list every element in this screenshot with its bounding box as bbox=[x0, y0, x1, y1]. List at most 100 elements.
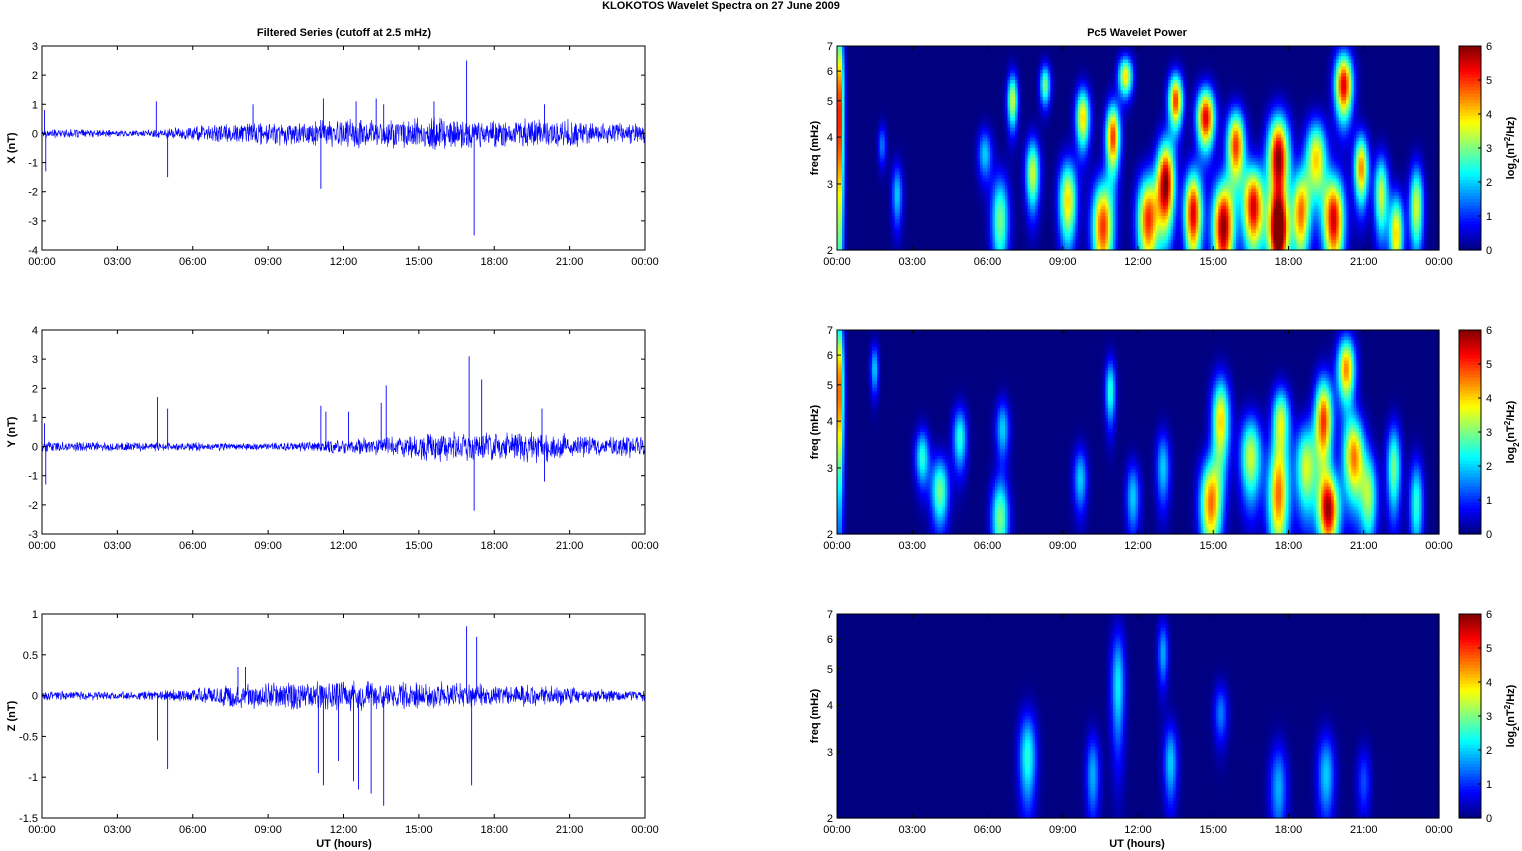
wavelet-x-panel-cell bbox=[879, 73, 883, 78]
wavelet-x-panel-cell bbox=[1391, 49, 1395, 54]
wavelet-x-panel-cell bbox=[1406, 56, 1410, 61]
wavelet-x-panel-cell bbox=[1173, 49, 1177, 54]
wavelet-x-panel-cell bbox=[1027, 69, 1031, 74]
wavelet-x-panel-cell bbox=[1303, 59, 1307, 64]
wavelet-x-panel-cell bbox=[1291, 63, 1295, 67]
wavelet-x-panel-cell bbox=[1388, 49, 1392, 54]
wavelet-x-panel-cell bbox=[839, 46, 843, 50]
wavelet-x-panel-cell bbox=[1391, 52, 1395, 57]
wavelet-x-panel-cell bbox=[1408, 49, 1413, 54]
wavelet-x-panel-cell bbox=[897, 63, 901, 67]
wavelet-x-panel-cell bbox=[842, 66, 846, 71]
wavelet-x-panel-cell bbox=[1057, 49, 1061, 54]
wavelet-x-panel-cell bbox=[1035, 56, 1039, 61]
wavelet-x-panel-cell bbox=[1090, 52, 1094, 57]
wavelet-x-panel-cell bbox=[1288, 46, 1292, 50]
wavelet-x-panel-cell bbox=[1386, 49, 1390, 54]
wavelet-x-panel-cell bbox=[1150, 49, 1154, 54]
wavelet-x-panel-cell bbox=[877, 52, 881, 57]
wavelet-x-panel-cell bbox=[1316, 66, 1320, 71]
wavelet-x-panel-cell bbox=[847, 66, 851, 71]
wavelet-x-panel-cell bbox=[1215, 63, 1219, 67]
wavelet-x-panel-cell bbox=[1253, 66, 1257, 71]
wavelet-x-panel-cell bbox=[849, 69, 853, 74]
wavelet-x-panel-cell bbox=[1421, 56, 1425, 61]
wavelet-x-panel-cell bbox=[1112, 59, 1117, 64]
wavelet-x-panel-cell bbox=[1318, 66, 1322, 71]
wavelet-x-panel-cell bbox=[1117, 49, 1122, 54]
wavelet-x-panel-cell bbox=[1223, 59, 1227, 64]
wavelet-x-panel-cell bbox=[1102, 52, 1106, 57]
wavelet-x-panel-cell bbox=[907, 73, 911, 78]
wavelet-x-panel-cell bbox=[1185, 59, 1189, 64]
wavelet-x-panel-cell bbox=[877, 69, 881, 74]
wavelet-x-panel-cell bbox=[1125, 66, 1129, 71]
wavelet-x-panel-cell bbox=[864, 56, 868, 61]
wavelet-x-panel-cell bbox=[1037, 59, 1041, 64]
wavelet-x-panel-cell bbox=[837, 59, 841, 64]
wavelet-x-panel-cell bbox=[1426, 49, 1430, 54]
wavelet-x-panel-cell bbox=[1020, 56, 1024, 61]
wavelet-x-panel-cell bbox=[1248, 69, 1252, 74]
wavelet-x-panel-cell bbox=[849, 46, 853, 50]
wavelet-x-panel-cell bbox=[1060, 63, 1064, 67]
wavelet-x-panel-cell bbox=[1293, 52, 1297, 57]
wavelet-x-panel-cell bbox=[1105, 73, 1109, 78]
wavelet-x-panel-cell bbox=[1102, 66, 1106, 71]
wavelet-x-panel-cell bbox=[1328, 63, 1332, 67]
wavelet-x-panel-cell bbox=[899, 59, 903, 64]
wavelet-x-panel-cell bbox=[1366, 52, 1370, 57]
wavelet-x-panel-cell bbox=[1080, 49, 1084, 54]
wavelet-x-panel-cell bbox=[990, 46, 994, 50]
wavelet-x-panel-cell bbox=[1115, 66, 1119, 71]
wavelet-x-panel-cell bbox=[1416, 56, 1420, 61]
wavelet-x-panel-cell bbox=[1072, 63, 1076, 67]
wavelet-x-panel-cell bbox=[1175, 63, 1179, 67]
wavelet-x-panel-cell bbox=[1431, 52, 1435, 57]
wavelet-x-panel-cell bbox=[1070, 73, 1074, 78]
wavelet-x-panel-cell bbox=[1087, 66, 1091, 71]
wavelet-x-panel-cell bbox=[1015, 49, 1019, 54]
wavelet-x-panel-cell bbox=[1396, 46, 1400, 50]
wavelet-x-panel-cell bbox=[1333, 63, 1337, 67]
wavelet-x-panel-cell bbox=[1017, 52, 1021, 57]
wavelet-x-panel-cell bbox=[882, 46, 886, 50]
wavelet-x-panel-cell bbox=[1401, 59, 1405, 64]
wavelet-x-panel-cell bbox=[959, 56, 964, 61]
wavelet-x-panel-cell bbox=[1205, 69, 1209, 74]
wavelet-x-panel-cell bbox=[1183, 63, 1187, 67]
wavelet-x-panel-cell bbox=[1278, 69, 1282, 74]
wavelet-x-panel-cell bbox=[1027, 63, 1031, 67]
wavelet-x-panel-cell bbox=[1265, 56, 1270, 61]
wavelet-x-panel-cell bbox=[1120, 46, 1124, 50]
series-x-panel-xtick-label: 18:00 bbox=[480, 256, 508, 268]
wavelet-x-panel-cell bbox=[869, 66, 873, 71]
wavelet-x-panel-cell bbox=[1125, 46, 1129, 50]
wavelet-x-panel-cell bbox=[1022, 63, 1026, 67]
wavelet-x-panel-cell bbox=[1143, 46, 1147, 50]
wavelet-x-panel-cell bbox=[982, 46, 986, 50]
wavelet-x-panel-cell bbox=[1168, 49, 1172, 54]
wavelet-x-panel-cell bbox=[1027, 59, 1031, 64]
wavelet-x-panel-cell bbox=[1316, 52, 1320, 57]
wavelet-x-panel-cell bbox=[912, 46, 916, 50]
wavelet-x-panel-cell bbox=[1348, 63, 1352, 67]
series-y-panel-ytick-label: -1 bbox=[28, 471, 38, 483]
wavelet-x-panel-cell bbox=[1025, 73, 1029, 78]
wavelet-x-panel-cell bbox=[882, 69, 886, 74]
wavelet-x-panel-cell bbox=[1030, 73, 1034, 78]
wavelet-x-panel-cell bbox=[1115, 69, 1119, 74]
wavelet-x-panel-cell bbox=[1027, 56, 1031, 61]
wavelet-x-panel-cell bbox=[1127, 59, 1132, 64]
wavelet-x-panel-cell bbox=[859, 69, 863, 74]
wavelet-x-panel-cell bbox=[1080, 46, 1084, 50]
wavelet-x-panel-cell bbox=[1428, 66, 1433, 71]
wavelet-x-panel-cell bbox=[995, 49, 999, 54]
wavelet-x-panel-cell bbox=[984, 59, 989, 64]
wavelet-x-panel-cell bbox=[1308, 69, 1312, 74]
wavelet-x-panel-cell bbox=[1275, 63, 1280, 67]
wavelet-x-panel-cell bbox=[969, 52, 974, 57]
wavelet-x-panel-cell bbox=[1230, 66, 1234, 71]
wavelet-x-panel-cell bbox=[1351, 66, 1355, 71]
wavelet-x-panel-cell bbox=[1200, 69, 1204, 74]
